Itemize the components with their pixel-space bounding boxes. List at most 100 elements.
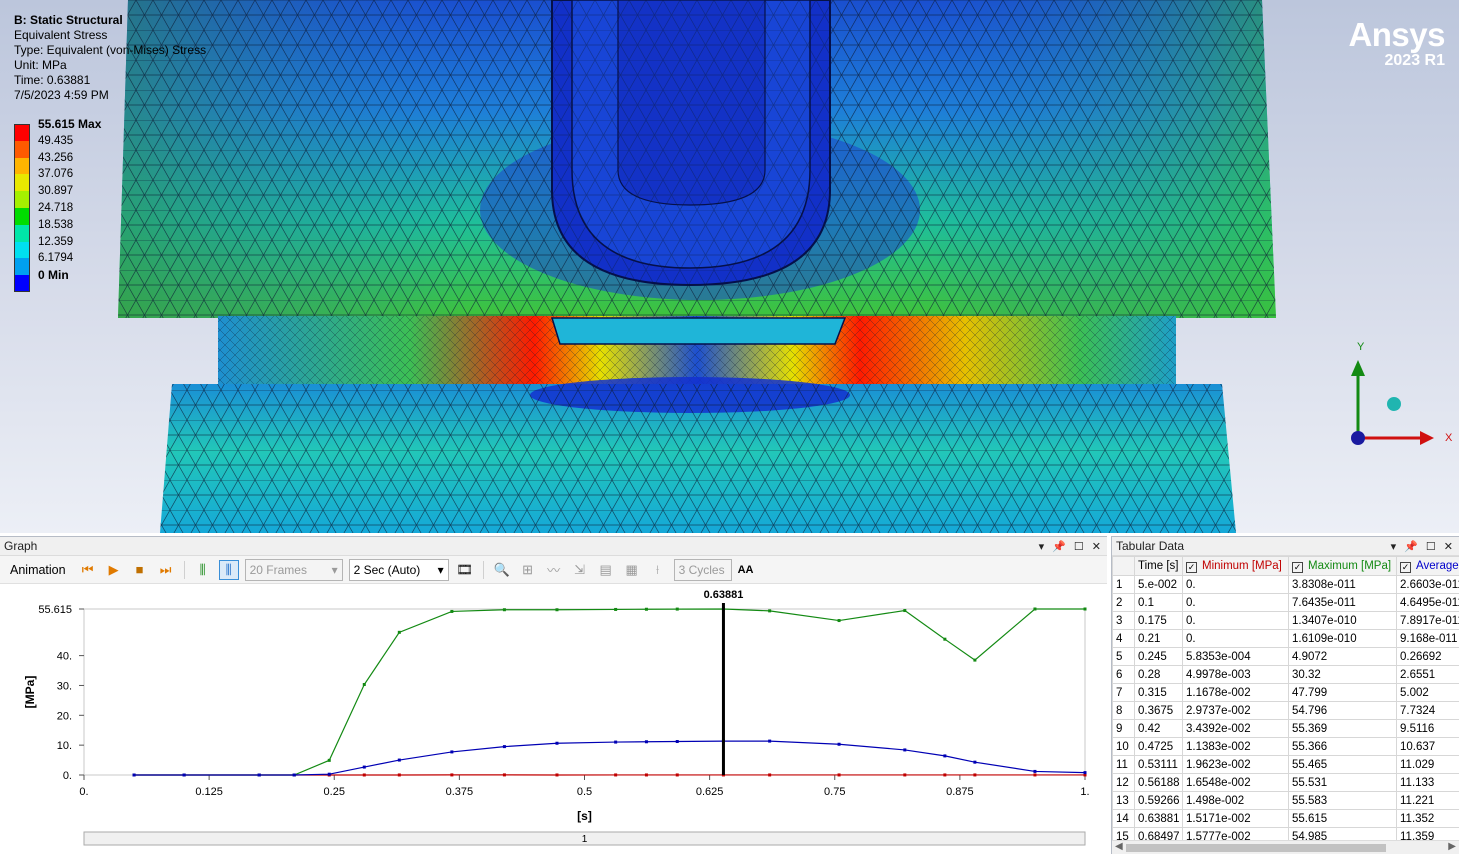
row-index[interactable]: 6	[1113, 666, 1135, 684]
cell-maximum[interactable]: 4.9072	[1289, 648, 1397, 666]
scroll-left-icon[interactable]: ◀	[1115, 841, 1123, 852]
cell-average[interactable]: 7.8917e-011	[1397, 612, 1459, 630]
cell-time[interactable]: 0.3675	[1135, 702, 1183, 720]
time-cursor[interactable]: 0.63881	[704, 589, 744, 775]
cell-maximum[interactable]: 55.366	[1289, 738, 1397, 756]
row-index[interactable]: 12	[1113, 774, 1135, 792]
cell-time[interactable]: 0.21	[1135, 630, 1183, 648]
cell-minimum[interactable]: 1.5171e-002	[1183, 810, 1289, 828]
cell-maximum[interactable]: 3.8308e-011	[1289, 576, 1397, 594]
cell-maximum[interactable]: 55.465	[1289, 756, 1397, 774]
row-index[interactable]: 10	[1113, 738, 1135, 756]
legend-band[interactable]: 18.538	[14, 225, 30, 242]
legend-band[interactable]: 49.435	[14, 141, 30, 158]
cell-time[interactable]: 0.1	[1135, 594, 1183, 612]
duration-select[interactable]: 2 Sec (Auto)▾	[349, 559, 449, 581]
row-index[interactable]: 8	[1113, 702, 1135, 720]
legend-band[interactable]: 12.359	[14, 242, 30, 259]
row-index[interactable]: 11	[1113, 756, 1135, 774]
cell-minimum[interactable]: 1.5777e-002	[1183, 828, 1289, 841]
maximize-icon[interactable]: ☐	[1426, 540, 1436, 553]
cell-time[interactable]: 0.59266	[1135, 792, 1183, 810]
cell-minimum[interactable]: 4.9978e-003	[1183, 666, 1289, 684]
cell-average[interactable]: 11.221	[1397, 792, 1459, 810]
stress-contour-model[interactable]	[0, 0, 1459, 533]
cell-average[interactable]: 4.6495e-011	[1397, 594, 1459, 612]
cell-maximum[interactable]: 55.531	[1289, 774, 1397, 792]
cell-time[interactable]: 0.53111	[1135, 756, 1183, 774]
header-average[interactable]: ✓Average [MPa]	[1397, 557, 1459, 576]
legend-band[interactable]: 30.897	[14, 191, 30, 208]
cell-minimum[interactable]: 1.498e-002	[1183, 792, 1289, 810]
result-sets-icon[interactable]: ⫼	[219, 560, 239, 580]
previous-frame-icon[interactable]: ⏮	[78, 560, 98, 580]
anti-alias-button[interactable]: AA	[738, 560, 754, 580]
cell-minimum[interactable]: 1.1383e-002	[1183, 738, 1289, 756]
maximize-icon[interactable]: ☐	[1074, 540, 1084, 553]
checkbox-icon[interactable]: ✓	[1186, 562, 1197, 573]
cycle-icon[interactable]: ⟊	[648, 560, 668, 580]
cell-minimum[interactable]: 0.	[1183, 612, 1289, 630]
legend-band[interactable]: 6.1794	[14, 258, 30, 275]
cycles-field[interactable]: 3 Cycles	[674, 559, 732, 581]
row-index[interactable]: 3	[1113, 612, 1135, 630]
cell-minimum[interactable]: 0.	[1183, 594, 1289, 612]
cell-maximum[interactable]: 55.583	[1289, 792, 1397, 810]
zoom-icon[interactable]: 🔍	[492, 560, 512, 580]
row-index[interactable]: 15	[1113, 828, 1135, 841]
cell-maximum[interactable]: 55.615	[1289, 810, 1397, 828]
cell-maximum[interactable]: 54.985	[1289, 828, 1397, 841]
row-index[interactable]: 9	[1113, 720, 1135, 738]
header-minimum[interactable]: ✓Minimum [MPa]	[1183, 557, 1289, 576]
cell-average[interactable]: 11.029	[1397, 756, 1459, 774]
cell-minimum[interactable]: 1.6548e-002	[1183, 774, 1289, 792]
cell-minimum[interactable]: 1.1678e-002	[1183, 684, 1289, 702]
scroll-right-icon[interactable]: ▶	[1448, 841, 1456, 852]
cell-time[interactable]: 0.315	[1135, 684, 1183, 702]
cell-time[interactable]: 0.4725	[1135, 738, 1183, 756]
row-index[interactable]: 5	[1113, 648, 1135, 666]
cell-average[interactable]: 2.6551	[1397, 666, 1459, 684]
pan-icon[interactable]: ⇲	[570, 560, 590, 580]
cell-average[interactable]: 11.359	[1397, 828, 1459, 841]
cell-minimum[interactable]: 0.	[1183, 630, 1289, 648]
cell-minimum[interactable]: 0.	[1183, 576, 1289, 594]
cell-time[interactable]: 0.245	[1135, 648, 1183, 666]
cell-time[interactable]: 0.28	[1135, 666, 1183, 684]
panel-dropdown-icon[interactable]: ▾	[1039, 540, 1045, 553]
table-view-icon[interactable]: ▦	[622, 560, 642, 580]
cell-maximum[interactable]: 7.6435e-011	[1289, 594, 1397, 612]
close-icon[interactable]: ✕	[1444, 540, 1453, 553]
next-frame-icon[interactable]: ⏭	[156, 560, 176, 580]
cell-maximum[interactable]: 30.32	[1289, 666, 1397, 684]
row-index[interactable]: 2	[1113, 594, 1135, 612]
legend-band[interactable]: 37.076	[14, 174, 30, 191]
row-index[interactable]: 7	[1113, 684, 1135, 702]
play-icon[interactable]: ▶	[104, 560, 124, 580]
cell-maximum[interactable]: 1.3407e-010	[1289, 612, 1397, 630]
tabular-table-wrapper[interactable]: Time [s] ✓Minimum [MPa] ✓Maximum [MPa] ✓…	[1112, 556, 1459, 840]
row-index[interactable]: 13	[1113, 792, 1135, 810]
cell-maximum[interactable]: 54.796	[1289, 702, 1397, 720]
curve-icon[interactable]: 〰	[544, 560, 564, 580]
checkbox-icon[interactable]: ✓	[1292, 562, 1303, 573]
header-maximum[interactable]: ✓Maximum [MPa]	[1289, 557, 1397, 576]
cell-maximum[interactable]: 1.6109e-010	[1289, 630, 1397, 648]
pin-icon[interactable]: 📌	[1404, 540, 1418, 553]
cell-time[interactable]: 5.e-002	[1135, 576, 1183, 594]
cell-average[interactable]: 11.133	[1397, 774, 1459, 792]
cell-average[interactable]: 9.5116	[1397, 720, 1459, 738]
legend-band[interactable]: 0 Min	[14, 275, 30, 292]
